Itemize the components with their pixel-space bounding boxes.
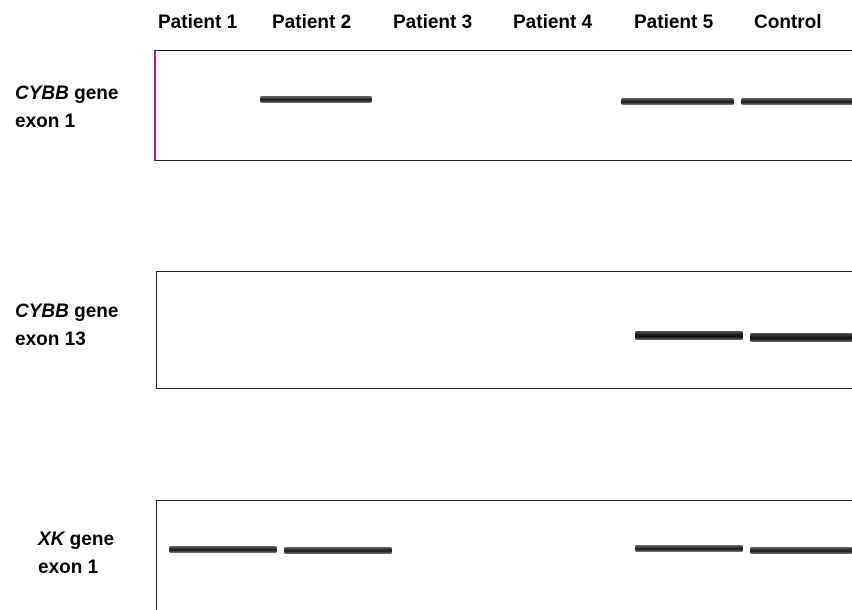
gel-panel-xk-exon1 — [156, 500, 852, 610]
gel-panel-cybb-exon1 — [154, 50, 852, 161]
gene-label-cybb-exon1: CYBB gene exon 1 — [15, 80, 118, 136]
gene-suffix: gene — [68, 301, 119, 322]
band-control — [741, 98, 852, 105]
exon-label: exon 1 — [15, 111, 76, 132]
band-patient-5 — [621, 98, 734, 105]
gene-label-line-1: XK gene — [38, 526, 114, 554]
gene-label-line-1: CYBB gene — [15, 80, 118, 108]
lane-header-patient-5: Patient 5 — [634, 12, 714, 33]
band-patient-2 — [260, 96, 372, 103]
exon-label: exon 13 — [15, 329, 86, 350]
gel-panel-cybb-exon13 — [156, 271, 852, 389]
gene-name: CYBB — [15, 83, 69, 104]
band-patient-5 — [635, 331, 743, 340]
gene-label-xk-exon1: XK gene exon 1 — [38, 526, 114, 582]
gene-label-line-1: CYBB gene — [15, 298, 118, 326]
lane-header-patient-2: Patient 2 — [272, 12, 352, 33]
gene-label-cybb-exon13: CYBB gene exon 13 — [15, 298, 118, 354]
band-patient-2 — [284, 547, 392, 554]
band-control — [750, 333, 852, 342]
lane-header-control: Control — [754, 12, 822, 33]
band-patient-5 — [635, 545, 743, 552]
lane-header-patient-1: Patient 1 — [158, 12, 238, 33]
lane-header-patient-4: Patient 4 — [513, 12, 593, 33]
gene-name: XK — [38, 529, 65, 550]
band-patient-1 — [169, 546, 277, 553]
gene-suffix: gene — [68, 83, 119, 104]
exon-label: exon 1 — [38, 557, 99, 578]
gene-name: CYBB — [15, 301, 69, 322]
gene-suffix: gene — [64, 529, 115, 550]
lane-header-patient-3: Patient 3 — [393, 12, 473, 33]
band-control — [750, 547, 852, 554]
